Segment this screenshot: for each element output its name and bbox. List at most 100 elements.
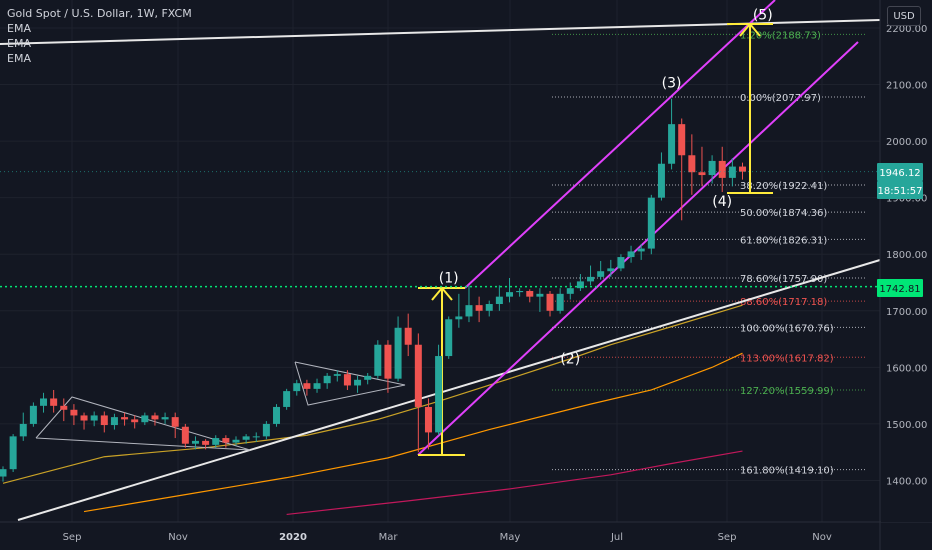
symbol-title[interactable]: Gold Spot / U.S. Dollar, 1W, FXCM	[7, 7, 192, 20]
price-tick-label: 1800.00	[886, 250, 927, 261]
wave-label: (2)	[560, 351, 580, 367]
candle	[70, 404, 78, 426]
currency-button[interactable]: USD	[887, 6, 921, 26]
candle	[333, 370, 341, 382]
candle	[121, 412, 129, 426]
fib-level-label: 50.00%(1874.36)	[740, 208, 827, 219]
candle	[303, 379, 311, 396]
candle	[475, 296, 483, 323]
price-tick-label: 1400.00	[886, 476, 927, 487]
candle	[435, 344, 443, 436]
candle	[627, 245, 635, 263]
candle	[232, 436, 240, 446]
wave-label: (5)	[753, 8, 773, 24]
candle	[587, 265, 595, 286]
candle	[657, 152, 665, 201]
time-axis[interactable]: Sep Nov 2020 Mar May Jul Sep Nov	[63, 532, 832, 543]
wave-label: (1)	[439, 271, 459, 287]
price-tick-label: 1900.00	[886, 194, 927, 205]
measure-bracket-2-arrow	[739, 22, 761, 37]
candle	[343, 370, 351, 390]
triangle-pattern-right[interactable]	[294, 361, 406, 406]
ema-line-2[interactable]	[83, 352, 743, 513]
price-tick-label: 2100.00	[886, 81, 927, 92]
fib-level-label: 38.20%(1922.41)	[740, 181, 827, 192]
fib-level-label: 113.00%(1617.82)	[740, 353, 834, 364]
candle	[668, 98, 676, 170]
horizontal-line-price-tag-bg	[877, 279, 923, 297]
fib-level-label: 78.60%(1757.90)	[740, 274, 827, 285]
trend-drawings[interactable]	[0, 0, 881, 521]
channel-lower-line[interactable]	[417, 41, 859, 456]
candle	[718, 146, 726, 193]
ema-legend-2[interactable]: EMA	[7, 37, 31, 50]
candle	[678, 118, 686, 221]
time-tick-label: Nov	[812, 532, 832, 543]
candle	[9, 434, 17, 472]
candle	[516, 288, 524, 297]
candle	[576, 274, 584, 292]
candle	[90, 411, 98, 427]
candle	[161, 412, 169, 424]
candle	[60, 398, 68, 422]
price-tick-label: 2200.00	[886, 24, 927, 35]
time-tick-label: Mar	[379, 532, 399, 543]
channel-upper-line[interactable]	[464, 0, 776, 289]
candle	[252, 432, 260, 443]
candle	[0, 466, 7, 482]
candle	[566, 282, 574, 300]
time-tick-label: Sep	[63, 532, 82, 543]
fib-level-label: 0.00%(2077.97)	[740, 93, 821, 104]
current-price-tag-bg	[877, 163, 923, 181]
candle	[607, 259, 615, 277]
candle	[242, 434, 250, 444]
candle	[40, 392, 48, 413]
fib-level-label: 88.60%(1717.18)	[740, 297, 827, 308]
candle	[414, 333, 422, 453]
price-tick-label: 1700.00	[886, 307, 927, 318]
fib-level-label: 61.80%(1826.31)	[740, 235, 827, 246]
fib-level-label: 1.20%(2188.73)	[740, 30, 821, 41]
price-axis[interactable]: 2200.00 2100.00 2000.00 1800.00 1700.00 1600.…	[886, 24, 927, 487]
wave-label: (4)	[712, 194, 732, 210]
candle	[688, 134, 696, 195]
candle	[647, 194, 655, 255]
candle	[465, 285, 473, 323]
candle	[191, 436, 199, 450]
price-axis-background	[881, 0, 932, 522]
ema-legend-3[interactable]: EMA	[7, 52, 31, 65]
time-tick-label: May	[500, 532, 521, 543]
wave-label: (3)	[662, 75, 682, 91]
candle	[212, 435, 220, 448]
candle	[151, 412, 159, 426]
bar-countdown-tag: 18:51:57	[878, 186, 923, 197]
price-tick-label: 2000.00	[886, 137, 927, 148]
candle	[384, 340, 392, 393]
fib-level-label: 100.00%(1670.76)	[740, 323, 834, 334]
candlestick-series	[0, 98, 746, 482]
triangle-pattern-left[interactable]	[35, 396, 251, 451]
candle	[404, 313, 412, 357]
ema-legend-1[interactable]: EMA	[7, 22, 31, 35]
measure-bracket-1-arrow	[431, 286, 453, 301]
candle	[617, 254, 625, 272]
candle	[708, 155, 716, 184]
candle	[202, 439, 210, 450]
candle	[131, 415, 139, 429]
fib-level-label: 161.80%(1419.10)	[740, 466, 834, 477]
ema-line-3[interactable]	[286, 450, 743, 516]
candle	[495, 285, 503, 311]
candle	[283, 388, 291, 410]
candle	[323, 373, 331, 389]
candle	[141, 412, 149, 426]
rising-support-line[interactable]	[17, 259, 881, 521]
candle	[374, 340, 382, 379]
candle	[293, 379, 301, 396]
candle	[394, 316, 402, 382]
candle	[181, 423, 189, 448]
time-tick-label: 2020	[279, 532, 307, 543]
candle	[50, 389, 58, 413]
price-tick-label: 1500.00	[886, 420, 927, 431]
candle	[637, 244, 645, 260]
